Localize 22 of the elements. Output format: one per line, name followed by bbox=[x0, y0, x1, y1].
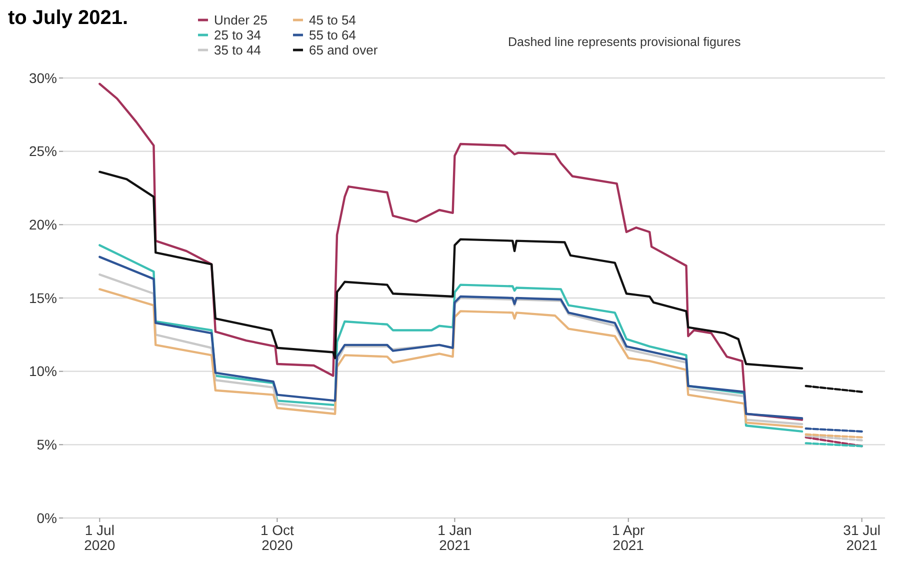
legend-label: 25 to 34 bbox=[214, 28, 261, 43]
y-tick-label: 5% bbox=[36, 436, 57, 453]
text: Dashed line represents provisional figures bbox=[508, 35, 741, 49]
y-tick-label: 30% bbox=[28, 70, 57, 86]
line-series bbox=[98, 170, 804, 370]
legend-label: 45 to 54 bbox=[309, 12, 356, 28]
legend-label: Under 25 bbox=[214, 12, 268, 28]
x-tick-label: 1 Jul 2020 bbox=[84, 522, 116, 553]
x-tick-label: 1 Jan 2021 bbox=[438, 522, 472, 553]
y-tick-label: 20% bbox=[28, 216, 57, 233]
y-tick-label: 15% bbox=[28, 290, 57, 306]
legend-label: 55 to 64 bbox=[309, 28, 356, 43]
legend-label: 35 to 44 bbox=[214, 42, 261, 58]
x-tick-label: 1 Oct 2020 bbox=[260, 522, 294, 553]
chart-title: to July 2021. bbox=[8, 7, 128, 29]
y-tick-label: 25% bbox=[28, 143, 57, 160]
x-tick-label: 31 Jul 2021 bbox=[843, 522, 881, 553]
y-tick-label: 10% bbox=[28, 363, 57, 380]
y-tick-label: 0% bbox=[36, 510, 57, 526]
legend-label: 65 and over bbox=[309, 42, 378, 58]
x-tick-label: 1 Apr 2021 bbox=[612, 522, 646, 553]
line-series bbox=[98, 82, 804, 421]
